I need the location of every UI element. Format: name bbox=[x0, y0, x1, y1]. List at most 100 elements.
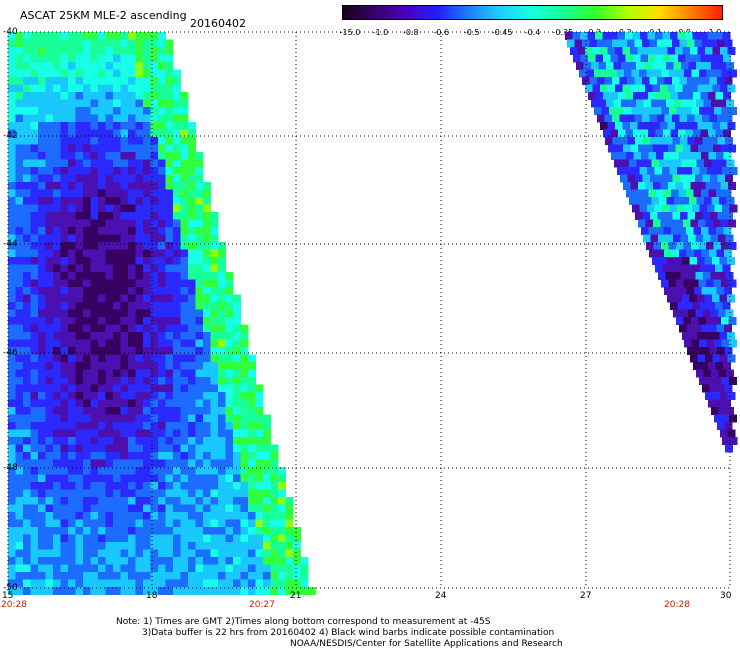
data-cell bbox=[23, 384, 31, 393]
data-cell bbox=[135, 504, 144, 513]
data-cell bbox=[650, 212, 658, 220]
data-cell bbox=[8, 512, 16, 520]
data-cell bbox=[60, 309, 69, 318]
data-cell bbox=[210, 564, 219, 573]
data-cell bbox=[180, 527, 189, 535]
data-cell bbox=[694, 324, 702, 333]
data-cell bbox=[128, 287, 136, 295]
data-cell bbox=[158, 587, 166, 595]
data-cell bbox=[158, 572, 166, 580]
data-cell bbox=[60, 399, 69, 408]
data-cell bbox=[30, 557, 39, 565]
data-cell bbox=[113, 587, 121, 595]
data-cell bbox=[143, 414, 151, 423]
data-cell bbox=[8, 377, 16, 385]
data-cell bbox=[30, 227, 39, 235]
data-cell bbox=[188, 534, 196, 543]
data-cell bbox=[690, 182, 699, 190]
data-cell bbox=[709, 77, 718, 85]
data-cell bbox=[165, 324, 174, 333]
data-cell bbox=[195, 504, 204, 513]
data-cell bbox=[143, 294, 151, 303]
data-cell bbox=[120, 84, 129, 93]
data-cell bbox=[645, 144, 654, 153]
data-cell bbox=[143, 167, 151, 175]
data-cell bbox=[150, 92, 159, 100]
data-cell bbox=[83, 272, 91, 280]
data-cell bbox=[113, 122, 121, 130]
data-cell bbox=[188, 167, 196, 175]
data-cell bbox=[60, 489, 69, 498]
data-cell bbox=[38, 182, 46, 190]
data-cell bbox=[128, 189, 136, 198]
data-cell bbox=[98, 579, 106, 588]
data-cell bbox=[45, 39, 54, 48]
data-cell bbox=[683, 279, 692, 288]
data-cell bbox=[8, 227, 16, 235]
data-cell bbox=[15, 99, 24, 108]
data-cell bbox=[113, 452, 121, 460]
data-cell bbox=[45, 369, 54, 378]
data-cell bbox=[45, 354, 54, 363]
data-cell bbox=[135, 452, 144, 460]
data-cell bbox=[8, 317, 16, 325]
data-cell bbox=[218, 534, 226, 543]
data-cell bbox=[45, 579, 54, 588]
data-cell bbox=[203, 189, 211, 198]
data-cell bbox=[659, 159, 667, 168]
data-cell bbox=[98, 234, 106, 243]
data-cell bbox=[711, 99, 719, 108]
data-cell bbox=[670, 302, 678, 310]
data-cell bbox=[180, 152, 189, 160]
data-cell bbox=[721, 377, 730, 385]
data-cell bbox=[60, 204, 69, 213]
data-cell bbox=[188, 272, 196, 280]
data-cell bbox=[15, 354, 24, 363]
data-cell bbox=[644, 197, 652, 205]
data-cell bbox=[120, 197, 129, 205]
data-cell bbox=[233, 324, 241, 333]
data-cell bbox=[233, 482, 241, 490]
data-cell bbox=[68, 219, 76, 228]
data-cell bbox=[30, 212, 39, 220]
data-cell bbox=[640, 129, 649, 138]
data-cell bbox=[248, 527, 256, 535]
data-cell bbox=[143, 549, 151, 558]
data-cell bbox=[83, 234, 91, 243]
data-cell bbox=[233, 384, 241, 393]
data-cell bbox=[165, 159, 174, 168]
data-cell bbox=[679, 249, 687, 258]
data-cell bbox=[68, 137, 76, 145]
data-cell bbox=[45, 249, 54, 258]
data-cell bbox=[150, 332, 159, 340]
data-cell bbox=[278, 504, 286, 513]
data-cell bbox=[45, 182, 54, 190]
data-cell bbox=[655, 264, 663, 273]
data-cell bbox=[678, 189, 687, 198]
data-cell bbox=[83, 579, 91, 588]
data-cell bbox=[625, 32, 633, 40]
data-cell bbox=[53, 152, 61, 160]
data-cell bbox=[90, 114, 99, 123]
data-cell bbox=[113, 264, 121, 273]
data-cell bbox=[685, 54, 694, 63]
data-cell bbox=[722, 264, 731, 273]
data-cell bbox=[710, 234, 719, 243]
data-cell bbox=[158, 242, 166, 250]
data-cell bbox=[68, 384, 76, 393]
data-cell bbox=[708, 92, 716, 100]
data-cell bbox=[30, 452, 39, 460]
data-cell bbox=[38, 77, 46, 85]
data-cell bbox=[105, 534, 114, 543]
data-cell bbox=[682, 332, 690, 340]
data-cell bbox=[8, 579, 16, 588]
data-cell bbox=[173, 474, 181, 483]
data-cell bbox=[165, 84, 174, 93]
data-cell bbox=[90, 69, 99, 78]
data-cell bbox=[717, 212, 726, 220]
data-cell bbox=[210, 482, 219, 490]
data-cell bbox=[15, 122, 24, 130]
data-cell bbox=[680, 234, 689, 243]
data-cell bbox=[203, 564, 211, 573]
data-cell bbox=[240, 437, 249, 445]
